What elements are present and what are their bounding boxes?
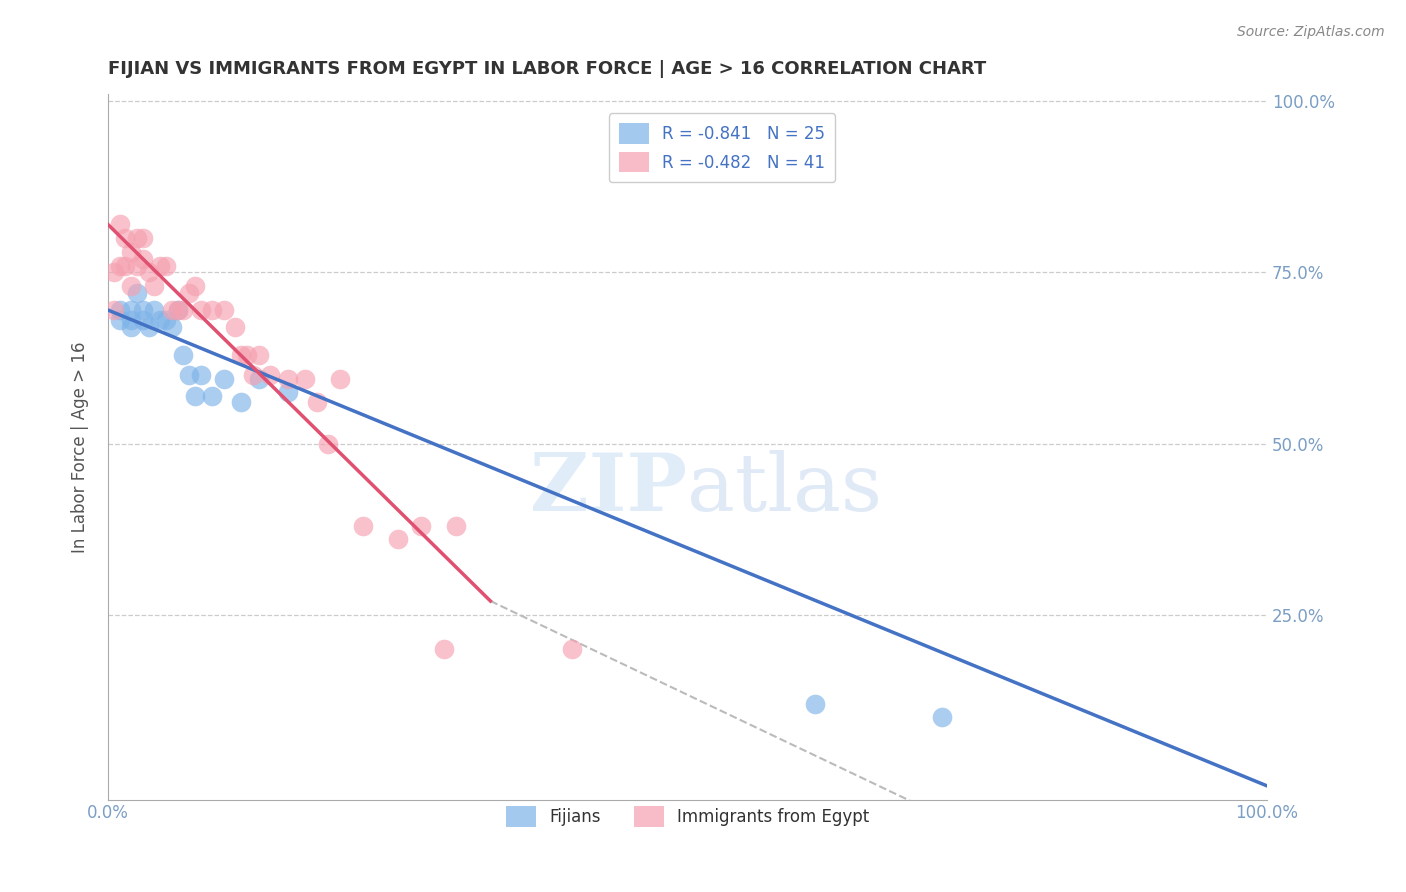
Point [125, 285, 148, 300]
Point [247, 347, 270, 361]
Text: FIJIAN VS IMMIGRANTS FROM EGYPT IN LABOR FORCE | AGE > 16 CORRELATION CHART: FIJIAN VS IMMIGRANTS FROM EGYPT IN LABOR… [108, 60, 986, 78]
Point [294, 371, 316, 385]
Point [132, 252, 155, 266]
Point [155, 313, 177, 327]
Point [277, 385, 299, 400]
Point [184, 279, 207, 293]
Point [166, 303, 188, 318]
Point [247, 371, 270, 385]
Point [120, 279, 142, 293]
Point [242, 368, 264, 383]
Point [103, 265, 125, 279]
Point [316, 436, 339, 450]
Point [184, 389, 207, 403]
Point [179, 285, 201, 300]
Point [120, 313, 142, 327]
Point [387, 533, 409, 547]
Point [561, 641, 583, 656]
Point [212, 371, 235, 385]
Point [201, 303, 224, 318]
Point [433, 641, 456, 656]
Point [352, 518, 374, 533]
Point [149, 259, 172, 273]
Point [138, 320, 160, 334]
Point [132, 303, 155, 318]
Text: Source: ZipAtlas.com: Source: ZipAtlas.com [1237, 25, 1385, 39]
Point [160, 303, 183, 318]
Point [149, 313, 172, 327]
Point [120, 320, 142, 334]
Point [190, 368, 212, 383]
Point [172, 347, 194, 361]
Point [143, 279, 166, 293]
Text: atlas: atlas [688, 450, 883, 528]
Point [160, 320, 183, 334]
Point [108, 303, 131, 318]
Point [305, 395, 328, 409]
Point [201, 389, 224, 403]
Point [114, 259, 136, 273]
Point [231, 395, 253, 409]
Point [259, 368, 281, 383]
Point [125, 231, 148, 245]
Point [804, 697, 827, 711]
Point [143, 303, 166, 318]
Point [132, 231, 155, 245]
Point [155, 259, 177, 273]
Point [224, 320, 246, 334]
Point [108, 313, 131, 327]
Point [132, 313, 155, 327]
Point [329, 371, 352, 385]
Point [125, 259, 148, 273]
Point [409, 518, 432, 533]
Point [190, 303, 212, 318]
Point [103, 303, 125, 318]
Point [166, 303, 188, 318]
Point [231, 347, 253, 361]
Point [236, 347, 259, 361]
Point [444, 518, 467, 533]
Point [172, 303, 194, 318]
Point [108, 218, 131, 232]
Point [179, 368, 201, 383]
Point [108, 259, 131, 273]
Legend: Fijians, Immigrants from Egypt: Fijians, Immigrants from Egypt [499, 800, 876, 833]
Point [931, 710, 953, 724]
Text: ZIP: ZIP [530, 450, 688, 528]
Y-axis label: In Labor Force | Age > 16: In Labor Force | Age > 16 [72, 342, 89, 553]
Point [114, 231, 136, 245]
Point [277, 371, 299, 385]
Point [138, 265, 160, 279]
Point [212, 303, 235, 318]
Point [120, 303, 142, 318]
Point [120, 244, 142, 259]
